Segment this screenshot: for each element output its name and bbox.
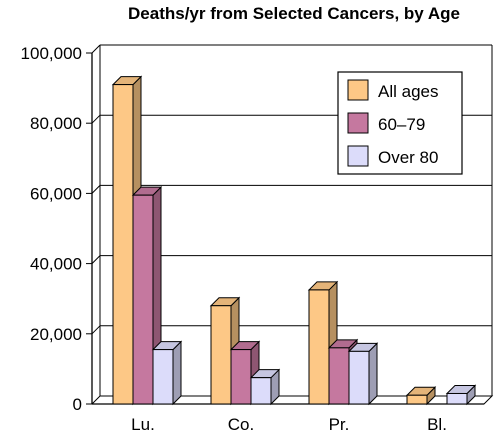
- legend-swatch: [347, 145, 369, 167]
- y-tick-label: 60,000: [30, 184, 82, 203]
- bar-bl-series-0: [406, 394, 428, 405]
- legend-swatch: [347, 79, 369, 101]
- chart-title: Deaths/yr from Selected Cancers, by Age: [128, 4, 460, 23]
- bar-pr-series-2: [348, 350, 370, 405]
- y-tick-label: 0: [73, 395, 82, 414]
- y-tick-label: 40,000: [30, 255, 82, 274]
- bar-lu-series-2: [152, 349, 174, 405]
- bar-co-series-1: [230, 349, 252, 405]
- gridline-depth: [91, 325, 101, 335]
- y-tick-label: 80,000: [30, 114, 82, 133]
- x-tick-label: Bl.: [427, 415, 447, 434]
- bar-lu-series-1: [132, 194, 154, 405]
- bar-pr-series-1: [328, 347, 350, 405]
- bar-pr-series-0: [308, 289, 330, 405]
- legend-swatch: [347, 112, 369, 134]
- bar-co-series-2: [250, 377, 272, 405]
- legend-label: All ages: [378, 82, 438, 101]
- legend-label: 60–79: [378, 115, 425, 134]
- gridline-depth: [91, 44, 101, 54]
- x-tick-label: Co.: [228, 415, 254, 434]
- bar-bl-series-2: [446, 392, 468, 405]
- y-tick-label: 100,000: [21, 44, 82, 63]
- gridline-depth: [91, 255, 101, 264]
- x-tick-label: Pr.: [329, 415, 350, 434]
- legend-label: Over 80: [378, 148, 438, 167]
- gridline-depth: [91, 185, 101, 194]
- plot-area: 0 20,000 40,000 60,000 80,000 100,000 Lu. Co. Pr…: [21, 44, 494, 434]
- bar-side: [368, 342, 378, 406]
- bar-co-series-0: [210, 305, 232, 405]
- x-tick-label: Lu.: [131, 415, 155, 434]
- bar-lu-series-0: [112, 84, 134, 405]
- y-tick-label: 20,000: [30, 325, 82, 344]
- bar-side: [172, 340, 182, 406]
- gridline-depth: [91, 114, 101, 124]
